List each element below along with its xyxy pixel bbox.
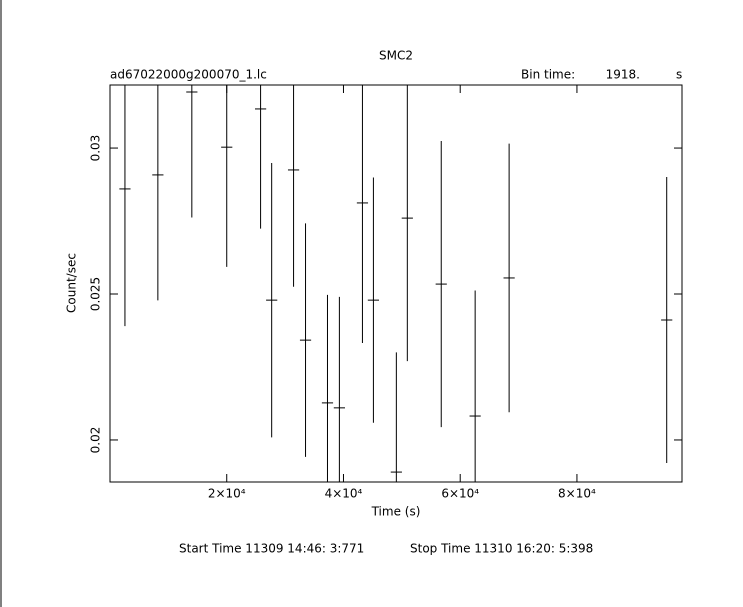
- chart-title: SMC2: [379, 49, 413, 63]
- y-axis-label: Count/sec: [65, 253, 79, 313]
- start-time: Start Time 11309 14:46: 3:771: [179, 542, 364, 556]
- x-tick-label: 4×10⁴: [325, 487, 363, 501]
- y-tick-label: 0.02: [89, 427, 103, 454]
- y-tick-label: 0.03: [89, 135, 103, 162]
- bin-time-unit: s: [676, 68, 682, 82]
- x-tick-label: 6×10⁴: [441, 487, 479, 501]
- x-tick-label: 8×10⁴: [558, 487, 596, 501]
- bin-time-label: Bin time:: [521, 68, 575, 82]
- x-tick-label: 2×10⁴: [208, 487, 246, 501]
- file-label: ad67022000g200070_1.lc: [110, 68, 267, 82]
- plot-marks: [119, 85, 673, 482]
- y-tick-label: 0.025: [89, 277, 103, 311]
- bin-time: 1918.: [606, 68, 640, 82]
- x-axis-label: Time (s): [371, 505, 421, 519]
- stop-time: Stop Time 11310 16:20: 5:398: [410, 542, 593, 556]
